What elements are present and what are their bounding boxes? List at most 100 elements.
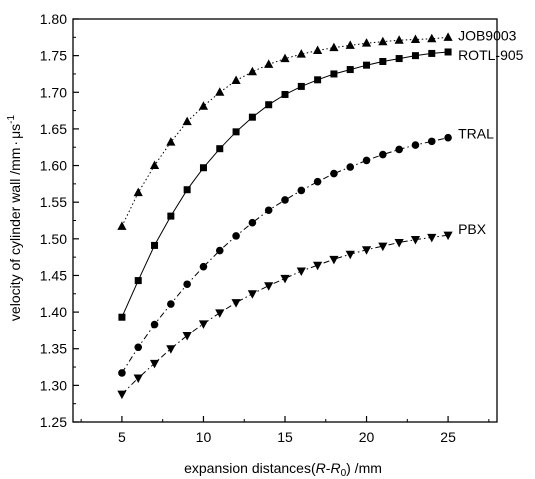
data-point [296, 267, 306, 277]
y-axis: 1.25 1.30 1.35 1.40 1.45 1.50 1.55 1.60 1.65 1.70… [40, 11, 79, 430]
plot-frame [72, 18, 498, 423]
data-point [345, 40, 355, 49]
data-point [134, 277, 142, 285]
y-tick-label: 1.30 [40, 377, 67, 393]
data-point [199, 164, 207, 172]
data-point [280, 53, 290, 63]
data-point [248, 113, 256, 121]
data-point [167, 300, 175, 308]
data-point [395, 55, 403, 63]
data-point [247, 290, 257, 299]
data-point [428, 49, 436, 57]
data-point [198, 320, 209, 329]
data-point [363, 61, 371, 69]
y-tick-label: 1.65 [40, 121, 67, 137]
data-point [394, 35, 404, 44]
data-point [427, 137, 436, 146]
data-point [183, 280, 191, 289]
data-point [362, 156, 371, 165]
data-point [313, 177, 322, 186]
data-point [410, 34, 421, 44]
series-layer [117, 32, 453, 400]
data-point [411, 141, 420, 149]
data-point [198, 101, 209, 110]
y-tick-label: 1.70 [40, 84, 67, 100]
data-point [346, 163, 355, 171]
data-point [151, 241, 159, 249]
data-point [345, 250, 355, 260]
data-point [118, 369, 126, 377]
data-point [313, 261, 323, 271]
data-point [427, 233, 437, 243]
y-tick-label: 1.55 [40, 194, 67, 210]
data-point [346, 66, 354, 74]
x-tick-label: 10 [196, 429, 212, 445]
data-point [264, 282, 274, 291]
data-point [182, 116, 192, 126]
data-point [361, 38, 372, 47]
series-line [121, 137, 449, 374]
data-point [231, 75, 241, 85]
series-job9003 [117, 32, 453, 230]
data-point [150, 320, 159, 329]
data-point [133, 374, 143, 384]
data-point [444, 133, 452, 142]
data-point [329, 42, 339, 52]
data-point [265, 101, 273, 109]
x-tick-label: 5 [118, 429, 126, 445]
data-point [443, 231, 453, 241]
data-point [281, 196, 289, 204]
data-point [182, 332, 192, 341]
data-point [395, 145, 403, 154]
data-point [264, 59, 274, 68]
plot-border [72, 18, 498, 423]
data-point [117, 390, 127, 400]
data-point [329, 255, 339, 265]
data-point [379, 150, 387, 159]
data-point [166, 345, 176, 354]
data-point [330, 70, 338, 78]
data-point [313, 45, 323, 55]
y-tick-label: 1.40 [40, 304, 67, 320]
data-point [215, 309, 225, 318]
series-tral [118, 133, 452, 377]
data-point [444, 48, 452, 56]
y-tick-label: 1.50 [40, 231, 67, 247]
data-point [215, 246, 224, 255]
x-tick-label: 20 [359, 429, 375, 445]
y-tick-label: 1.45 [40, 267, 67, 283]
data-point [166, 137, 176, 146]
data-point [330, 169, 338, 178]
y-tick-label: 1.80 [40, 11, 67, 27]
data-point [232, 232, 240, 240]
series-pbx [117, 231, 453, 400]
data-point [232, 128, 240, 136]
data-point [280, 274, 290, 284]
data-point [133, 187, 143, 197]
data-point [167, 212, 175, 220]
y-tick-label: 1.75 [40, 48, 67, 64]
y-axis-title: velocity of cylinder wall /mm·μs-1 [6, 114, 23, 321]
data-point [149, 160, 160, 170]
data-point [215, 87, 225, 96]
series-rotl-905 [118, 48, 452, 321]
data-point [264, 206, 273, 215]
data-point [411, 52, 419, 60]
data-point [443, 32, 453, 41]
data-point [281, 90, 289, 98]
series-label: ROTL-905 [458, 47, 524, 63]
x-tick-label: 25 [440, 429, 456, 445]
data-point [297, 82, 305, 90]
x-tick-label: 15 [277, 429, 293, 445]
data-point [134, 343, 143, 352]
data-point [394, 238, 404, 248]
y-tick-label: 1.25 [40, 414, 67, 430]
series-label: TRAL [458, 126, 494, 142]
series-label: PBX [458, 221, 487, 237]
data-point [297, 186, 306, 195]
y-tick-label: 1.60 [40, 158, 67, 174]
data-point [117, 221, 127, 230]
series-line [121, 234, 449, 395]
data-point [248, 218, 257, 227]
